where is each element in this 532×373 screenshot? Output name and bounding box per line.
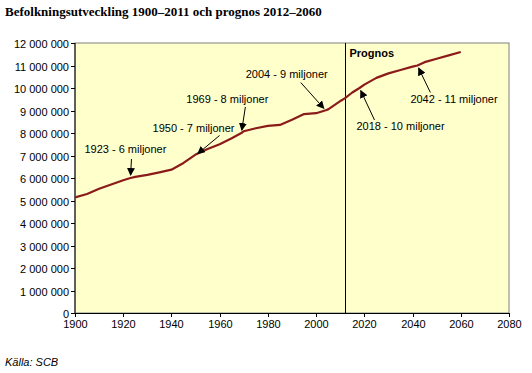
x-tick-label: 2000 (304, 318, 328, 330)
x-tick (75, 313, 76, 317)
forecast-divider (345, 43, 346, 313)
y-tick-label: 8 000 000 (20, 128, 69, 140)
y-tick-label: 1 000 000 (20, 286, 69, 298)
x-tick-label: 2020 (352, 318, 376, 330)
y-tick-label: 12 000 000 (14, 38, 69, 50)
x-tick-label: 1980 (256, 318, 280, 330)
x-tick (509, 313, 510, 317)
y-tick-label: 11 000 000 (15, 61, 69, 73)
y-tick (71, 88, 75, 89)
annotation-text: 1969 - 8 miljoner (186, 93, 268, 105)
annotation-arrow (198, 136, 220, 154)
y-tick (71, 201, 75, 202)
annotation-arrow (242, 107, 246, 130)
annotation-text: 1923 - 6 miljoner (84, 143, 166, 155)
annotation-arrow (361, 91, 375, 120)
y-tick-label: 5 000 000 (20, 196, 69, 208)
x-tick (123, 313, 124, 317)
y-tick-label: 7 000 000 (20, 151, 69, 163)
x-tick (171, 313, 172, 317)
x-tick-label: 2060 (449, 318, 473, 330)
y-tick (71, 43, 75, 44)
annotation-text: 1950 - 7 miljoner (153, 122, 235, 134)
data-group (75, 43, 461, 313)
annotation-text: 2042 - 11 miljoner (410, 93, 498, 105)
y-tick (71, 111, 75, 112)
y-tick (71, 313, 75, 314)
y-tick-label: 9 000 000 (20, 106, 69, 118)
y-tick-label: 6 000 000 (20, 173, 69, 185)
x-tick (316, 313, 317, 317)
x-tick-label: 1940 (159, 318, 183, 330)
y-tick-label: 3 000 000 (20, 241, 69, 253)
annotation-arrow (419, 68, 431, 92)
annotation-arrow (130, 159, 132, 175)
x-tick (220, 313, 221, 317)
annotation-text: 2018 - 10 miljoner (357, 120, 445, 132)
source: Källa: SCB (5, 356, 58, 368)
y-tick-label: 2 000 000 (20, 263, 69, 275)
y-tick (71, 133, 75, 134)
x-tick (413, 313, 414, 317)
y-tick (71, 268, 75, 269)
x-tick-label: 2080 (497, 318, 521, 330)
title: Befolkningsutveckling 1900–2011 och prog… (5, 4, 322, 19)
population-line (75, 52, 461, 197)
x-tick-label: 1960 (208, 318, 232, 330)
x-tick-label: 1900 (63, 318, 87, 330)
y-tick (71, 291, 75, 292)
y-tick-label: 4 000 000 (20, 218, 69, 230)
x-tick (364, 313, 365, 317)
y-tick-label: 10 000 000 (14, 83, 69, 95)
annotation-arrow (301, 83, 324, 109)
y-tick (71, 246, 75, 247)
x-tick (268, 313, 269, 317)
x-axis (75, 313, 509, 314)
y-tick (71, 223, 75, 224)
y-tick (71, 66, 75, 67)
chart: Befolkningsutveckling 1900–2011 och prog… (0, 0, 532, 373)
x-tick-label: 1920 (111, 318, 135, 330)
y-tick (71, 156, 75, 157)
plot-area (75, 43, 509, 313)
y-tick (71, 178, 75, 179)
x-tick-label: 2040 (401, 318, 425, 330)
x-tick (461, 313, 462, 317)
divider-label: Prognos (350, 47, 395, 59)
annotation-text: 2004 - 9 miljoner (246, 68, 328, 80)
